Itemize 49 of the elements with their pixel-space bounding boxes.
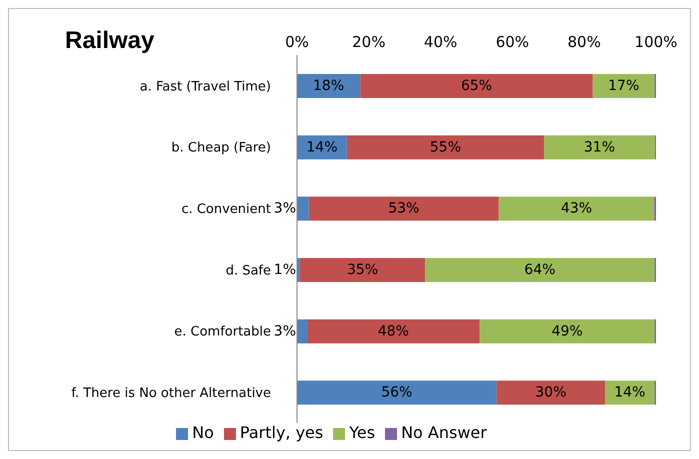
data-label: 30%: [535, 384, 566, 401]
bar: [346, 135, 544, 160]
x-tick-label: 20%: [352, 33, 386, 51]
data-label: 55%: [430, 139, 462, 156]
chart-title: Railway: [65, 27, 154, 55]
bar: [297, 319, 308, 344]
y-tick-label: e. Comfortable: [174, 324, 271, 340]
data-label: 14%: [614, 384, 646, 401]
data-label: 43%: [560, 200, 592, 217]
data-label: 49%: [552, 323, 583, 340]
data-label: 18%: [313, 78, 344, 94]
bar: [425, 258, 655, 282]
x-tick-label: 80%: [568, 33, 601, 51]
bar: [498, 196, 654, 221]
x-tick-label: 60%: [496, 33, 530, 51]
data-label: 17%: [608, 78, 640, 94]
y-tick-label: c. Convenient: [181, 202, 271, 217]
bar: [297, 380, 497, 405]
data-label: 1%: [274, 262, 296, 278]
bar: [297, 196, 309, 221]
y-tick-label: a. Fast (Travel Time): [140, 79, 271, 94]
legend-label: Partly, yes: [240, 423, 324, 442]
bar: [496, 380, 606, 405]
x-tick-label: 40%: [424, 33, 458, 51]
bar: [480, 319, 655, 344]
data-label: 64%: [524, 262, 556, 278]
legend-label: No Answer: [401, 423, 487, 442]
x-tick-label: 0%: [285, 33, 309, 51]
bar: [592, 74, 655, 98]
bar: [300, 258, 426, 282]
data-label: 3%: [274, 323, 296, 340]
data-label: 3%: [274, 200, 296, 217]
bar: [307, 319, 480, 344]
x-tick-label: 100%: [634, 33, 678, 51]
bar: [544, 135, 655, 160]
data-label: 48%: [378, 323, 409, 340]
bar: [308, 196, 499, 221]
y-tick-label: d. Safe: [226, 263, 271, 278]
data-label: 35%: [346, 262, 378, 278]
legend-label: Yes: [349, 423, 376, 442]
data-label: 53%: [388, 200, 420, 217]
bar: [360, 74, 593, 98]
data-label: 65%: [460, 78, 492, 94]
y-tick-label: b. Cheap (Fare): [171, 140, 271, 156]
data-label: 31%: [584, 139, 616, 156]
y-tick-label: f. There is No other Alternative: [71, 386, 271, 401]
legend-label: No: [192, 423, 214, 442]
data-label: 14%: [306, 139, 338, 156]
data-label: 56%: [381, 384, 412, 401]
